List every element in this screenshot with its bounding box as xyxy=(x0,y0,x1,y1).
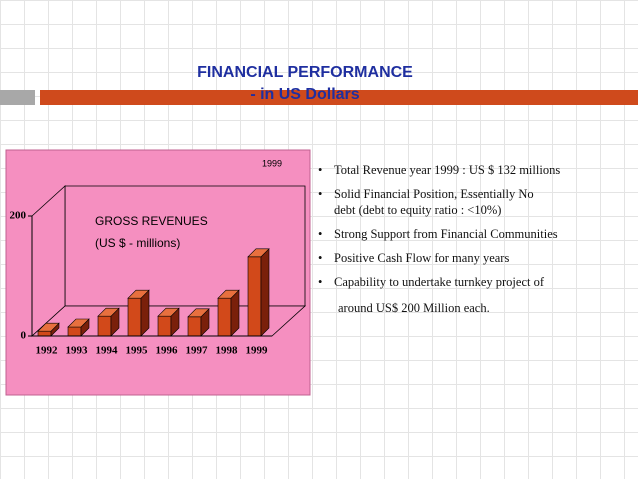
bullet-list: Total Revenue year 1999 : US $ 132 milli… xyxy=(316,162,560,324)
bar-face xyxy=(37,330,52,337)
bullet: Strong Support from Financial Communitie… xyxy=(316,226,560,242)
bullet-line: Total Revenue year 1999 : US $ 132 milli… xyxy=(334,163,561,177)
bar-face xyxy=(260,248,270,337)
x-tick-label: 1996 xyxy=(156,345,179,357)
slide-title: FINANCIAL PERFORMANCE xyxy=(197,64,413,81)
bar-face xyxy=(187,316,202,337)
decor-bar xyxy=(40,90,638,105)
decor-square xyxy=(0,90,35,105)
bullet: Solid Financial Position, Essentially No… xyxy=(316,186,560,218)
bar-face xyxy=(37,322,60,332)
bar-face xyxy=(67,326,82,337)
slide-subtitle: - in US Dollars xyxy=(250,86,360,103)
bar-face xyxy=(247,248,270,258)
bullet-line: Positive Cash Flow for many years xyxy=(334,251,510,265)
bar xyxy=(127,289,150,337)
bar xyxy=(187,308,210,337)
bullet: Positive Cash Flow for many years xyxy=(316,250,560,266)
bar xyxy=(37,322,60,337)
bar-face xyxy=(97,315,112,337)
bullet-line: around US$ 200 Million each. xyxy=(338,301,490,315)
bar-face xyxy=(127,297,142,337)
bullet-line: debt (debt to equity ratio : <10%) xyxy=(334,203,502,217)
x-tick-label: 1993 xyxy=(66,345,89,357)
bar xyxy=(67,318,90,337)
bar-face xyxy=(217,297,232,337)
x-tick-label: 1997 xyxy=(186,345,209,357)
annotation: 1999 xyxy=(262,158,282,168)
y-tick-label: 0 xyxy=(21,330,27,342)
bar-face xyxy=(67,318,90,328)
bar-face xyxy=(97,307,120,317)
bar-face xyxy=(157,307,180,317)
bar-face xyxy=(157,315,172,337)
x-tick-label: 1995 xyxy=(126,345,149,357)
bar xyxy=(97,307,120,337)
x-tick-label: 1998 xyxy=(216,345,239,357)
chart-subtitle: (US $ - millions) xyxy=(95,236,180,250)
bar-face xyxy=(247,256,262,337)
bar xyxy=(217,289,240,337)
x-tick-label: 1994 xyxy=(96,345,119,357)
x-tick-label: 1999 xyxy=(246,345,269,357)
bar-face xyxy=(127,289,150,299)
bar xyxy=(157,307,180,337)
x-tick-label: 1992 xyxy=(36,345,59,357)
bullet-line: Strong Support from Financial Communitie… xyxy=(334,227,558,241)
y-tick-label: 200 xyxy=(10,210,27,222)
bullet: Total Revenue year 1999 : US $ 132 milli… xyxy=(316,162,560,178)
bullet-line: Capability to undertake turnkey project … xyxy=(334,275,545,289)
bar-face xyxy=(217,289,240,299)
bar-face xyxy=(187,308,210,318)
bar xyxy=(247,248,270,337)
chart-title: GROSS REVENUES xyxy=(95,214,208,228)
bullet: Capability to undertake turnkey project … xyxy=(316,274,560,316)
bullet-line: Solid Financial Position, Essentially No xyxy=(334,187,534,201)
